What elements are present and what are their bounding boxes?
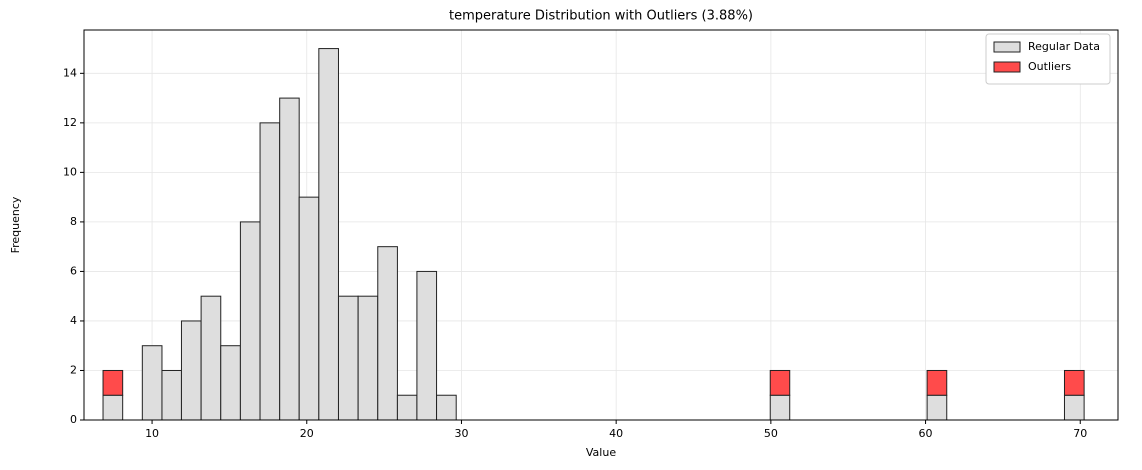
y-tick-label: 4 <box>70 314 77 327</box>
bar <box>357 295 379 421</box>
bar <box>926 394 948 421</box>
bar <box>769 394 791 421</box>
bar <box>180 320 202 421</box>
x-tick-label: 60 <box>919 427 933 440</box>
bar <box>161 369 182 421</box>
bar <box>318 48 339 421</box>
bar <box>298 196 320 421</box>
y-tick-label: 0 <box>70 413 77 426</box>
bar <box>436 394 457 421</box>
bar <box>102 369 124 396</box>
legend-swatch <box>993 61 1021 73</box>
bar <box>1063 369 1085 396</box>
bar <box>279 97 300 421</box>
bar <box>926 369 948 396</box>
y-tick-label: 10 <box>63 165 77 178</box>
plot-frame <box>83 29 1119 421</box>
bar <box>416 270 438 421</box>
legend-swatch <box>993 41 1021 53</box>
x-tick-label: 10 <box>145 427 159 440</box>
y-tick-label: 2 <box>70 363 77 376</box>
y-axis-label: Frequency <box>9 196 22 253</box>
x-tick-label: 30 <box>454 427 468 440</box>
bar <box>769 369 791 396</box>
y-tick-label: 12 <box>63 116 77 129</box>
bar <box>377 246 398 421</box>
bar <box>337 295 359 421</box>
bar <box>1063 394 1085 421</box>
bar <box>102 394 124 421</box>
chart-title: temperature Distribution with Outliers (… <box>449 9 753 24</box>
bar <box>220 345 241 421</box>
y-tick-label: 14 <box>63 66 77 79</box>
x-tick-label: 50 <box>764 427 778 440</box>
x-tick-label: 40 <box>609 427 623 440</box>
bar <box>200 295 222 421</box>
x-tick-label: 70 <box>1073 427 1087 440</box>
legend-label: Regular Data <box>1028 40 1100 53</box>
legend-label: Outliers <box>1028 60 1071 73</box>
x-tick-label: 20 <box>300 427 314 440</box>
x-axis-label: Value <box>586 446 616 459</box>
y-tick-label: 6 <box>70 264 77 277</box>
bar <box>141 345 163 421</box>
y-tick-label: 8 <box>70 215 77 228</box>
bar <box>239 221 261 421</box>
bar <box>396 394 418 421</box>
bar <box>259 122 281 421</box>
